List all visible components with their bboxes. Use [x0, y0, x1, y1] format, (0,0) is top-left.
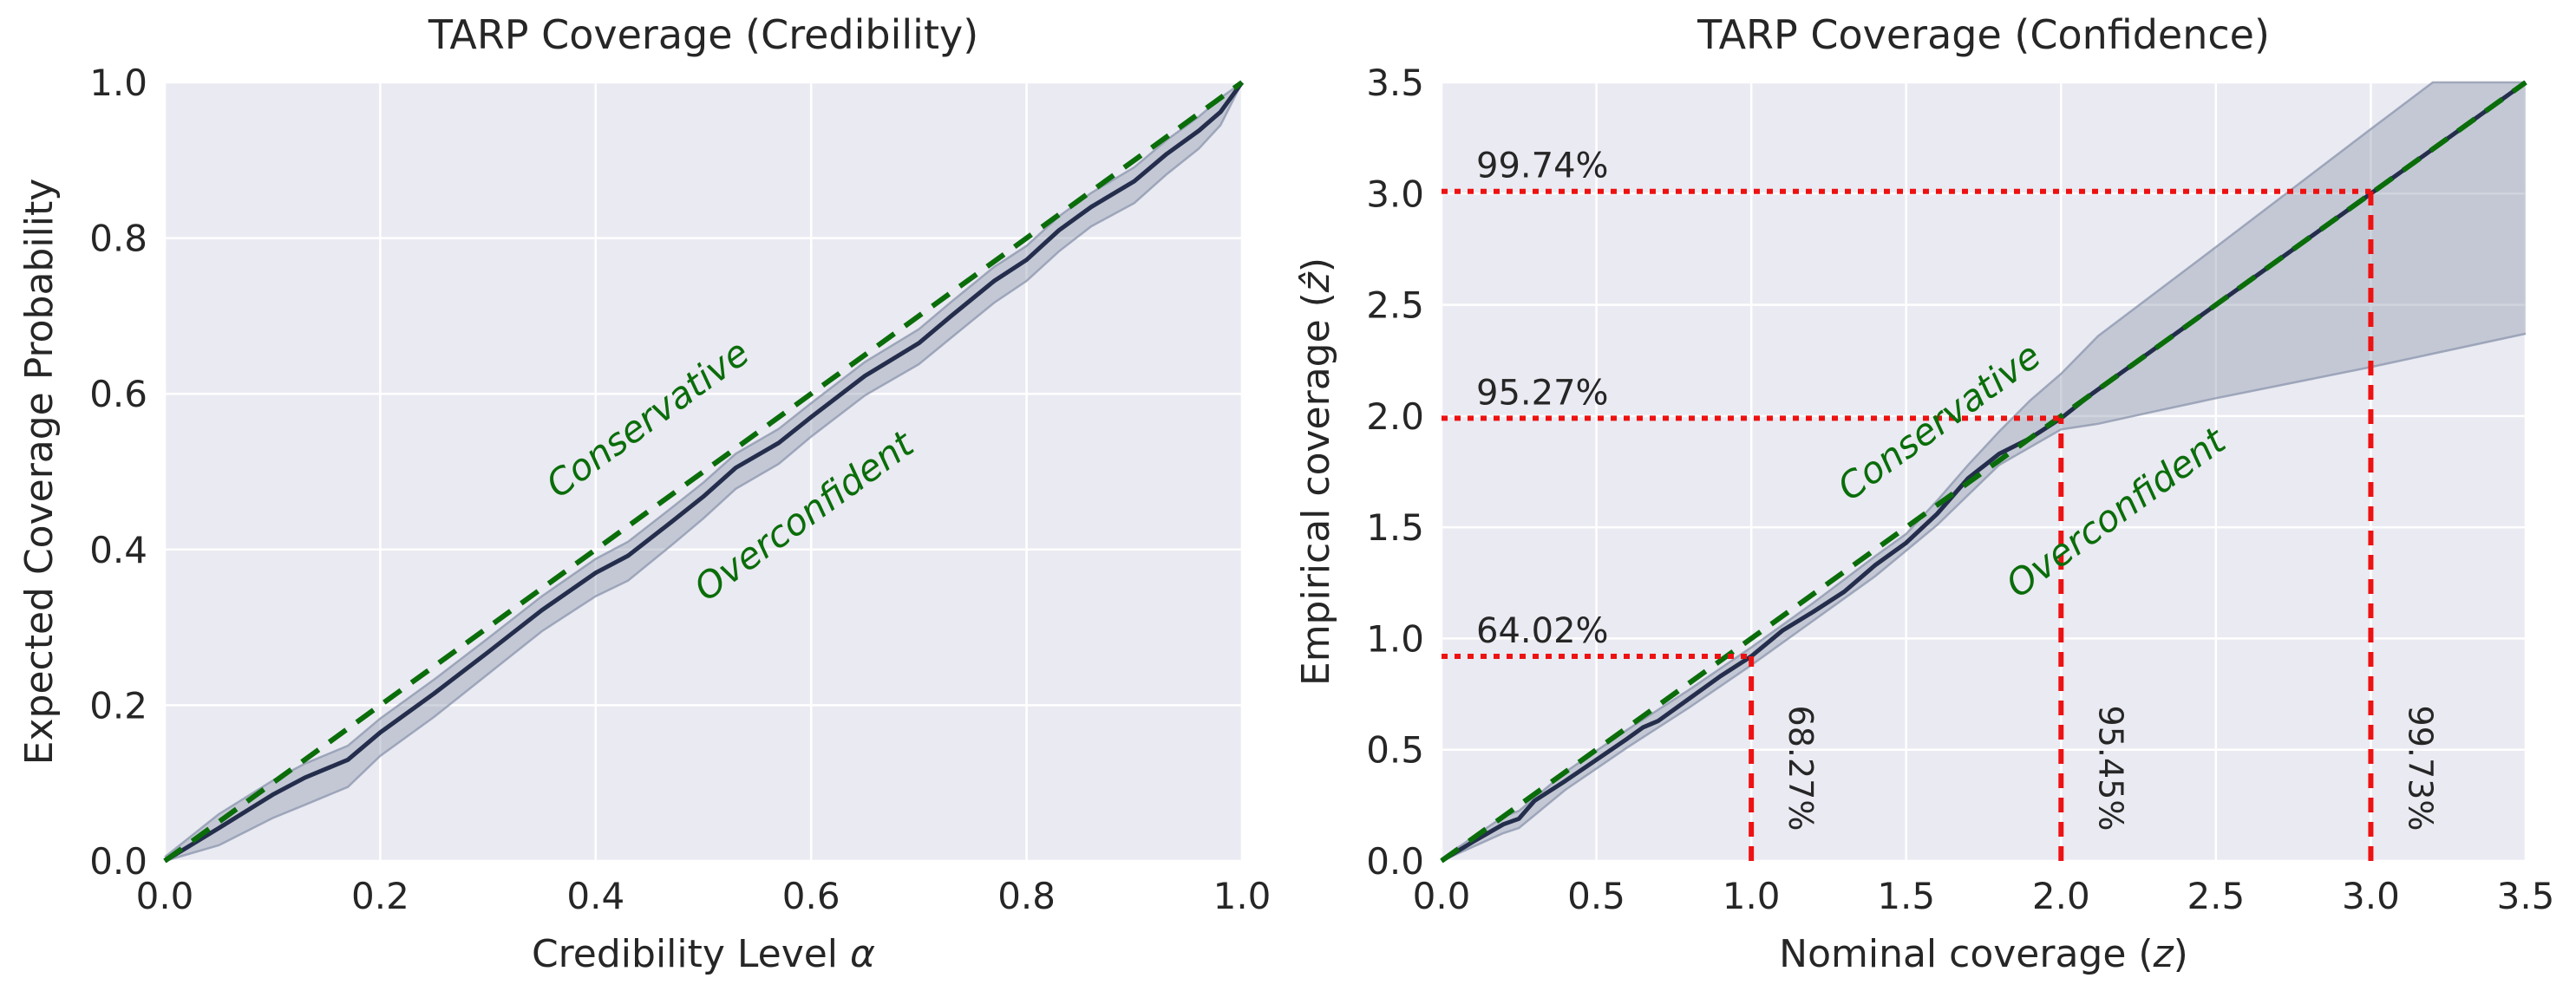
y-tick-label: 0.0 — [89, 840, 147, 883]
x-tick-label: 1.0 — [1723, 875, 1781, 917]
gridlines — [163, 81, 1244, 863]
empirical-coverage-label: 95.27% — [1476, 373, 1609, 413]
x-tick-label: 0.0 — [1413, 875, 1471, 917]
y-tick-label: 2.0 — [1366, 395, 1424, 438]
x-axis-label: Credibility Level α — [532, 932, 875, 976]
y-axis-label: Empirical coverage (ẑ) — [1294, 258, 1338, 686]
y-tick-label: 0.4 — [89, 529, 147, 571]
x-tick-label: 0.6 — [782, 875, 840, 917]
x-tick-label: 0.4 — [566, 875, 624, 917]
x-tick-label: 0.8 — [997, 875, 1056, 917]
y-tick-label: 0.0 — [1366, 840, 1424, 883]
y-tick-label: 0.6 — [89, 373, 147, 415]
x-tick-label: 0.5 — [1567, 875, 1625, 917]
sigma-annotations: 64.02% 95.27% 99.74% 68.27% 95.45% 99.73% — [1442, 147, 2439, 861]
x-tick-label: 3.5 — [2497, 875, 2555, 917]
y-tick-label: 2.5 — [1366, 284, 1424, 327]
y-tick-label: 3.5 — [1366, 62, 1424, 104]
coverage-line-expected-coverage-probability — [163, 81, 1245, 864]
y-tick-label: 0.5 — [1366, 729, 1424, 772]
x-tick-label: 0.2 — [351, 875, 409, 917]
empirical-coverage-label: 99.74% — [1476, 147, 1609, 186]
nominal-coverage-label: 99.73% — [2401, 706, 2439, 831]
band-lower-edge — [1441, 332, 2527, 863]
empirical-coverage-label: 64.02% — [1476, 611, 1609, 651]
y-tick-label: 3.0 — [1366, 173, 1424, 215]
x-tick-label: 2.0 — [2032, 875, 2090, 917]
uncertainty-band — [165, 82, 1242, 861]
x-axis-label: Nominal coverage (z) — [1779, 932, 2188, 976]
x-tick-label: 1.0 — [1213, 875, 1272, 917]
y-tick-label: 0.2 — [89, 684, 147, 727]
x-tick-label: 2.5 — [2187, 875, 2245, 917]
y-tick-label: 1.5 — [1366, 506, 1424, 549]
y-tick-label: 0.8 — [89, 218, 147, 260]
band-upper-edge — [164, 81, 1243, 858]
y-tick-label: 1.0 — [1366, 617, 1424, 660]
ideal-diagonal-line — [163, 80, 1244, 864]
panel-title: TARP Coverage (Credibility) — [428, 11, 978, 58]
x-tick-label: 0.0 — [136, 875, 194, 917]
x-tick-label: 3.0 — [2342, 875, 2400, 917]
nominal-coverage-label: 95.45% — [2091, 706, 2129, 831]
ideal-diagonal-line — [1440, 80, 2527, 864]
panel-title: TARP Coverage (Confidence) — [1697, 11, 2270, 58]
band-lower-edge — [164, 81, 1244, 863]
panel-confidence: 64.02%95.27%99.74%68.27% 95.45% 99.73%Cons… — [1294, 11, 2554, 976]
x-tick-label: 1.5 — [1877, 875, 1935, 917]
y-tick-label: 1.0 — [89, 62, 147, 104]
y-axis-label: Expected Coverage Probability — [17, 179, 62, 766]
nominal-coverage-label: 68.27% — [1782, 706, 1820, 831]
